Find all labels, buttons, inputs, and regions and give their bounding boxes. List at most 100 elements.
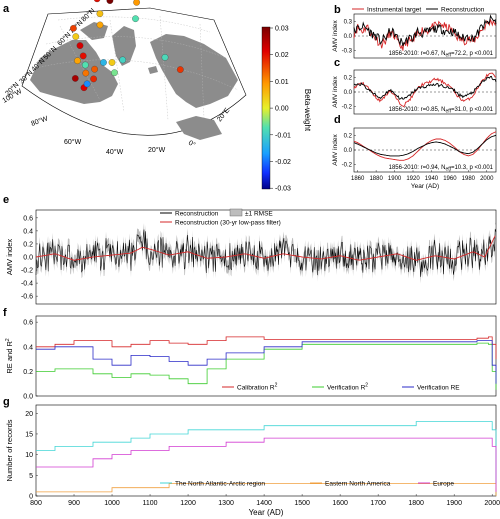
africa-landmass xyxy=(176,116,222,140)
panel_d-xtick-label-5: 1960 xyxy=(443,176,457,182)
panel_d-xtick-label-4: 1940 xyxy=(425,176,439,182)
legend-f-label-main-0: Calibration R xyxy=(237,385,275,392)
panel_d-stats-sub: eff xyxy=(445,167,451,173)
lon-label-20w: 20°W xyxy=(148,146,166,154)
legend-f-label-0: Calibration R2 xyxy=(237,383,278,392)
panel-e-chart: 0.6 0.4 0.2 0.0 -0.2 -0.4 -0.6 AMV index Reconst… xyxy=(5,208,497,305)
legend-g-label-1: Eastern North America xyxy=(325,481,391,488)
panel_c-stats: 1856-2010: r=0.85, Neff=31.0, p <0.001 xyxy=(389,107,494,115)
panel-f-ytick-label-3: 0.0 xyxy=(23,394,33,401)
panel_d-xtick-label-1: 1880 xyxy=(369,176,383,182)
panel_b-stats-main: 1856-2010: r=0.67, N xyxy=(389,51,446,57)
panel-e-ytick-label-1: 0.4 xyxy=(23,228,33,235)
panel-g-xtick-label-2: 1000 xyxy=(104,500,120,507)
panel_b-ytick-label-2: -0.3 xyxy=(342,49,353,55)
legend-e-label-1: ±1 RMSE xyxy=(245,211,273,218)
europe-landmass xyxy=(150,34,238,108)
panel_d-ylabel: AMV index xyxy=(332,134,339,166)
panel_c-ytick-label-0: 0.2 xyxy=(344,75,353,81)
panel-letter-d: d xyxy=(334,114,341,126)
panel-letter-a: a xyxy=(3,3,10,15)
panel-g-chart: 20 15 10 5 0 Number of records 800 900 1000 1100 1… xyxy=(5,404,500,517)
panel-g-ytick-label-0: 20 xyxy=(25,411,33,418)
panel_c-ytick-label-1: 0.0 xyxy=(344,90,353,96)
proxy-site-marker-27 xyxy=(119,56,127,64)
proxy-site-marker-12 xyxy=(70,24,77,32)
proxy-site-marker-15 xyxy=(79,52,87,60)
colorbar-tick-label-3: 0.00 xyxy=(275,106,289,113)
colorbar-tick-label-2: 0.01 xyxy=(275,79,289,86)
legend-f-label-sup-1: 2 xyxy=(365,383,368,389)
panel-g-ytick-label-1: 15 xyxy=(25,431,33,438)
lon-label-40w: 40°W xyxy=(106,148,124,156)
panel-g-ytick-label-3: 5 xyxy=(29,473,33,480)
panel-letter-f: f xyxy=(3,307,7,319)
legend-b-label-0: Instrumental target xyxy=(367,7,421,14)
panel_d-xtick-label-7: 2000 xyxy=(480,176,494,182)
panel-letter-c: c xyxy=(334,57,340,69)
panel-g-xtick-label-3: 1100 xyxy=(143,500,158,507)
legend-e-label-0: Reconstruction xyxy=(175,211,219,218)
panel_c-stats-sub: eff xyxy=(445,109,451,115)
proxy-site-marker-20 xyxy=(91,65,98,73)
panel-e-ytick-label-3: 0.0 xyxy=(23,255,33,262)
panel-e-ytick-label-5: -0.4 xyxy=(21,281,33,288)
panel-f-ylabel-sup: 2 xyxy=(5,338,11,341)
legend-f-label-2: Verification RE xyxy=(417,385,460,392)
panel-letter-e: e xyxy=(3,194,9,206)
lon-label-80w: 80°W xyxy=(30,114,49,128)
legend-b-label-1: Reconstruction xyxy=(441,7,485,14)
panel-g-series-2 xyxy=(36,437,497,492)
panel_d-stats-tail: =10.3, p <0.001 xyxy=(451,165,494,171)
proxy-sites xyxy=(70,0,184,92)
proxy-site-marker-29 xyxy=(132,15,139,23)
panel-g-ytick-label-2: 10 xyxy=(25,452,33,459)
panel-g-xtick-label-5: 1300 xyxy=(218,500,234,507)
proxy-site-marker-10 xyxy=(96,10,104,18)
proxy-site-marker-19 xyxy=(71,75,79,82)
panel_c-ytick-label-2: -0.2 xyxy=(342,105,353,111)
panel-g-xtick-label-12: 2000 xyxy=(484,500,500,507)
panel-g-series-1 xyxy=(36,483,497,496)
panel-g-xlabel: Year (AD) xyxy=(249,508,284,517)
proxy-site-marker-11 xyxy=(96,21,104,29)
proxy-site-marker-16 xyxy=(74,57,81,65)
greenland-landmass xyxy=(112,26,136,66)
proxy-site-marker-1 xyxy=(93,0,101,3)
panel-f-series-2 xyxy=(36,340,497,384)
panel_d-ytick-label-1: 0.0 xyxy=(344,148,353,154)
panel-e-ytick-label-2: 0.2 xyxy=(23,241,33,248)
panel-g-xtick-label-10: 1800 xyxy=(408,500,424,507)
north-america-landmass xyxy=(30,40,118,104)
proxy-site-marker-25 xyxy=(108,59,116,66)
panel-e-ytick-label-0: 0.6 xyxy=(23,215,33,222)
panel-f-ytick-label-0: 0.6 xyxy=(23,320,33,327)
proxy-site-marker-24 xyxy=(100,59,107,66)
panel-letter-g: g xyxy=(3,396,10,408)
panel_b-stats-sub: eff xyxy=(445,53,451,59)
proxy-site-marker-13 xyxy=(72,33,80,40)
panel-letter-b: b xyxy=(334,4,341,16)
colorbar xyxy=(261,26,271,190)
panel-g-xtick-label-0: 800 xyxy=(30,500,42,507)
proxy-site-marker-14 xyxy=(76,42,84,49)
panel_d-stats-main: 1856-2010: r=0.94, N xyxy=(389,165,446,171)
panel-g-xtick-label-6: 1400 xyxy=(256,500,272,507)
panel_b-ytick-label-0: 0.3 xyxy=(344,19,353,25)
panel-f-ylabel-main: RE and R xyxy=(5,341,14,374)
panel_d-stats: 1856-2010: r=0.94, Neff=10.3, p <0.001 xyxy=(389,165,494,173)
lon-label-0: 0° xyxy=(187,139,197,149)
legend-e-label-2: Reconstruction (30-yr low-pass filter) xyxy=(175,220,281,227)
panel-e-reconstruction-line xyxy=(35,228,497,277)
legend-e-swatch-1 xyxy=(229,208,243,217)
colorbar-ticks: 0.03 0.02 0.01 0.00 -0.01 -0.02 -0.03 xyxy=(270,26,291,193)
panel-g-ylabel: Number of records xyxy=(5,419,14,481)
panel-g-xtick-label-1: 900 xyxy=(68,500,80,507)
colorbar-label: Beta-weight xyxy=(303,89,312,132)
panel_d-xtick-label-0: 1860 xyxy=(351,176,365,182)
colorbar-tick-label-5: -0.02 xyxy=(275,159,291,166)
